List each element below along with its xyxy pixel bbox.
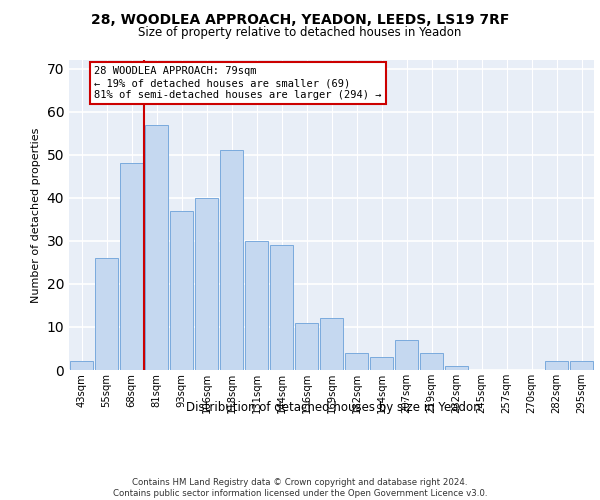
Bar (545, 362, 568, 370)
Bar (195, 198, 218, 370)
Bar (345, 353, 368, 370)
Bar (420, 353, 443, 370)
Bar (320, 318, 343, 370)
Bar (570, 362, 593, 370)
Text: Distribution of detached houses by size in Yeadon: Distribution of detached houses by size … (185, 401, 481, 414)
Bar (120, 164, 143, 370)
Bar (445, 366, 468, 370)
Text: 28 WOODLEA APPROACH: 79sqm
← 19% of detached houses are smaller (69)
81% of semi: 28 WOODLEA APPROACH: 79sqm ← 19% of deta… (94, 66, 382, 100)
Bar (395, 340, 418, 370)
Bar (170, 210, 193, 370)
Bar (220, 150, 243, 370)
Text: 28, WOODLEA APPROACH, YEADON, LEEDS, LS19 7RF: 28, WOODLEA APPROACH, YEADON, LEEDS, LS1… (91, 12, 509, 26)
Bar (145, 124, 168, 370)
Text: Size of property relative to detached houses in Yeadon: Size of property relative to detached ho… (139, 26, 461, 39)
Bar (95, 258, 118, 370)
Bar (270, 245, 293, 370)
Bar (70, 362, 93, 370)
Bar (245, 241, 268, 370)
Text: Contains HM Land Registry data © Crown copyright and database right 2024.
Contai: Contains HM Land Registry data © Crown c… (113, 478, 487, 498)
Bar (295, 322, 318, 370)
Y-axis label: Number of detached properties: Number of detached properties (31, 128, 41, 302)
Bar (370, 357, 393, 370)
